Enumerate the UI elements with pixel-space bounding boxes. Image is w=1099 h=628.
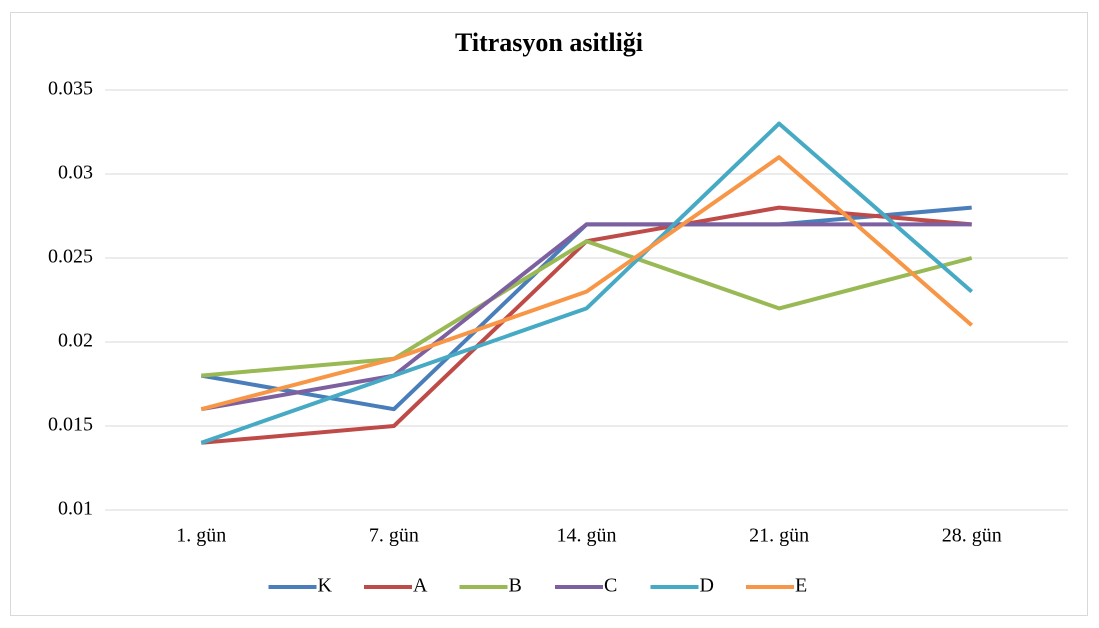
legend-label: K — [318, 575, 333, 597]
legend-label: E — [795, 575, 807, 597]
series-line — [200, 155, 974, 412]
y-tick-label: 0.02 — [58, 330, 93, 352]
legend-label: B — [509, 575, 522, 597]
y-tick-label: 0.015 — [48, 414, 93, 436]
series-line — [201, 239, 973, 378]
series-line — [200, 222, 972, 412]
x-tick-label: 1. gün — [176, 525, 226, 547]
chart-title: Titrasyon asitliği — [455, 28, 643, 57]
y-tick-label: 0.03 — [58, 162, 93, 184]
x-tick-label: 21. gün — [749, 525, 809, 547]
series-line — [200, 121, 974, 445]
y-tick-label: 0.035 — [48, 78, 93, 100]
legend-label: A — [413, 575, 428, 597]
y-tick-label: 0.025 — [48, 246, 93, 268]
y-tick-label: 0.01 — [58, 498, 93, 520]
legend-label: C — [604, 575, 617, 597]
legend-label: D — [700, 575, 714, 597]
x-tick-label: 7. gün — [369, 525, 419, 547]
chart-border — [10, 12, 1088, 616]
x-tick-label: 28. gün — [942, 525, 1002, 547]
x-tick-label: 14. gün — [557, 525, 617, 547]
